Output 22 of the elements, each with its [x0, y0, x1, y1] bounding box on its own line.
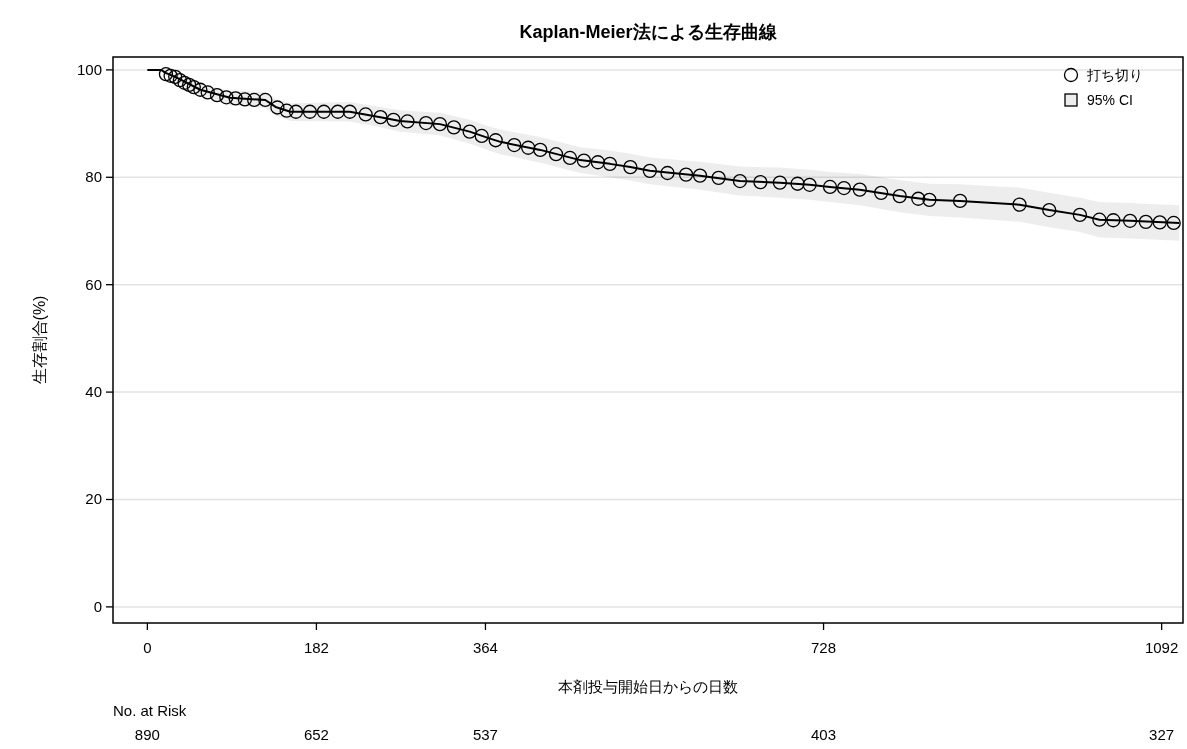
legend-label: 95% CI [1087, 92, 1133, 108]
y-tick-label: 60 [85, 275, 102, 293]
y-tick-label: 80 [85, 168, 102, 186]
y-tick-label: 100 [76, 60, 102, 78]
text: 890 [134, 726, 160, 743]
y-tick-label: 0 [93, 597, 102, 615]
y-axis-title: 生存割合(%) [31, 295, 48, 385]
text: No. at Risk [113, 702, 187, 719]
legend-label: 打ち切り [1086, 67, 1143, 83]
y-tick-label: 40 [85, 383, 102, 401]
x-tick-label: 0 [143, 639, 152, 656]
y-tick-label: 20 [85, 490, 102, 508]
text: 652 [303, 726, 329, 743]
x-tick-label: 364 [472, 639, 498, 656]
text: 327 [1149, 726, 1175, 743]
chart-title: Kaplan-Meier法による生存曲線 [519, 22, 778, 42]
x-axis-title: 本剤投与開始日からの日数 [558, 678, 738, 695]
text: 403 [811, 726, 837, 743]
text: 537 [472, 726, 498, 743]
x-tick-label: 1092 [1144, 639, 1179, 656]
x-tick-label: 182 [303, 639, 329, 656]
x-tick-label: 728 [811, 639, 837, 656]
